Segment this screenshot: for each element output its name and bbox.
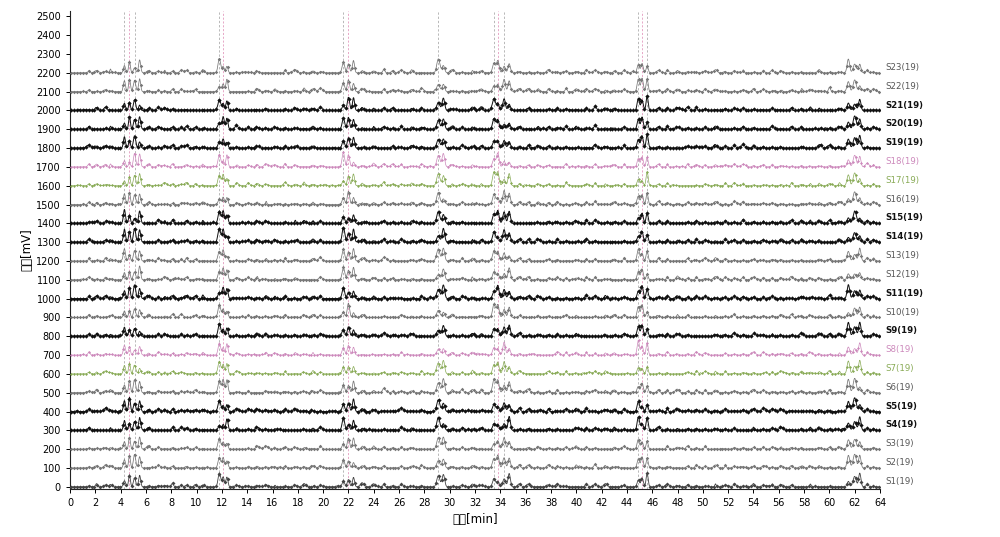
Text: S13(19): S13(19) — [885, 251, 919, 260]
Text: S2(19): S2(19) — [885, 458, 914, 467]
Text: S20(19): S20(19) — [885, 119, 923, 128]
Text: S9(19): S9(19) — [885, 326, 917, 335]
Text: S7(19): S7(19) — [885, 364, 914, 373]
Text: S18(19): S18(19) — [885, 157, 919, 166]
Text: S22(19): S22(19) — [885, 82, 919, 91]
Text: S21(19): S21(19) — [885, 100, 923, 110]
Text: S8(19): S8(19) — [885, 345, 914, 354]
Text: S15(19): S15(19) — [885, 213, 923, 222]
Text: S4(19): S4(19) — [885, 420, 917, 430]
Text: S23(19): S23(19) — [885, 63, 919, 72]
Text: S5(19): S5(19) — [885, 402, 917, 411]
Y-axis label: 信号[mV]: 信号[mV] — [20, 228, 33, 271]
Text: S11(19): S11(19) — [885, 289, 923, 297]
Text: S1(19): S1(19) — [885, 477, 914, 486]
X-axis label: 时间[min]: 时间[min] — [452, 513, 498, 526]
Text: S10(19): S10(19) — [885, 308, 919, 316]
Text: S6(19): S6(19) — [885, 383, 914, 392]
Text: S17(19): S17(19) — [885, 176, 919, 185]
Text: S19(19): S19(19) — [885, 138, 923, 147]
Text: S3(19): S3(19) — [885, 439, 914, 448]
Text: S12(19): S12(19) — [885, 270, 919, 279]
Text: S16(19): S16(19) — [885, 194, 919, 204]
Text: S14(19): S14(19) — [885, 232, 923, 241]
